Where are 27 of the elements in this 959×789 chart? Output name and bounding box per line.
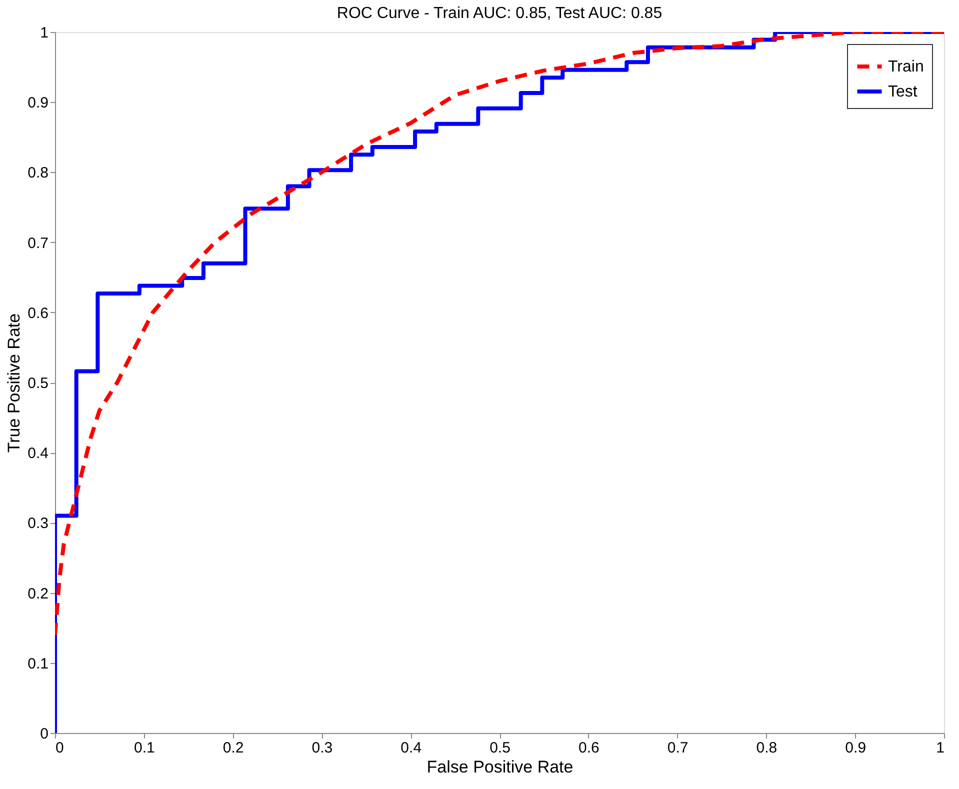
y-tick-label: 0.7 <box>28 234 48 252</box>
y-tick-label: 0 <box>40 726 48 742</box>
x-tick-label: 0.4 <box>400 740 422 756</box>
y-tick-label: 0.6 <box>28 304 48 322</box>
x-tick-label: 0.3 <box>312 740 333 756</box>
x-tick-label: 0.9 <box>845 740 866 756</box>
x-tick-label: 0.6 <box>578 740 600 756</box>
y-tick-label: 0.2 <box>28 585 48 602</box>
x-tick-label: 0.8 <box>756 740 778 756</box>
legend-label: Test <box>888 84 918 100</box>
x-tick-label: 0.1 <box>134 740 155 756</box>
x-tick-label: 0.7 <box>667 740 688 756</box>
x-tick-label: 0.2 <box>222 740 244 756</box>
y-tick-label: 0.8 <box>28 164 48 182</box>
y-tick-label: 0.3 <box>28 515 48 532</box>
y-tick-label: 1 <box>40 24 48 42</box>
y-tick-label: 0.4 <box>28 445 48 462</box>
x-tick-label: 1 <box>936 740 944 756</box>
x-tick-label: 0.5 <box>490 740 510 756</box>
y-tick-label: 0.1 <box>28 655 48 672</box>
y-axis-title: True Positive Rate <box>4 313 24 453</box>
y-tick-label: 0.9 <box>28 94 48 112</box>
x-tick-label: 0 <box>56 740 64 756</box>
legend-label: Train <box>888 58 924 76</box>
x-axis-title: False Positive Rate <box>426 758 574 776</box>
y-tick-label: 0.5 <box>28 375 48 392</box>
chart-title: ROC Curve - Train AUC: 0.85, Test AUC: 0.85 <box>336 5 662 22</box>
